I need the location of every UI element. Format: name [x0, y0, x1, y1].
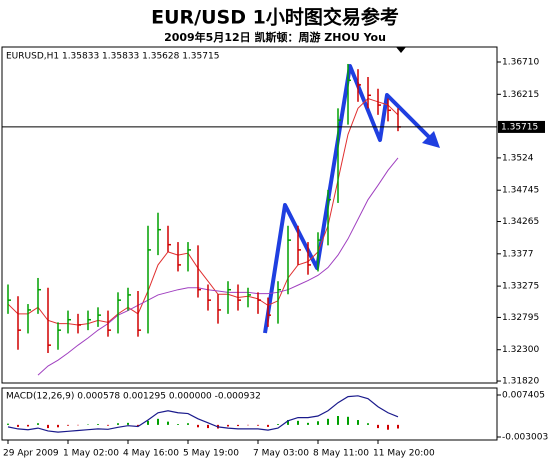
y-tick-label: 1.31820	[502, 377, 539, 387]
moving-average	[7, 97, 399, 326]
x-tick-label: 5 May 19:00	[183, 449, 239, 459]
y-tick-label: 1.34745	[502, 186, 539, 196]
y-tick-label: -0.003003	[502, 432, 548, 442]
x-tick-label: 11 May 20:00	[373, 449, 435, 459]
macd-panel	[1, 387, 498, 441]
y-tick-label: 1.34265	[502, 217, 539, 227]
y-tick-label: 0.007405	[502, 390, 545, 400]
chart-subtitle: 2009年5月12日 凯斯顿：周游 ZHOU You	[164, 30, 386, 44]
y-tick-label: 1.3524	[502, 153, 534, 163]
x-tick-label: 29 Apr 2009	[3, 449, 59, 459]
x-tick-label: 4 May 16:00	[123, 449, 179, 459]
x-tick-label: 8 May 11:00	[313, 449, 369, 459]
x-tick-label: 7 May 03:00	[253, 449, 309, 459]
y-tick-label: 1.32300	[502, 345, 539, 355]
chart-title: EUR/USD 1小时图交易参考	[151, 6, 399, 29]
y-tick-label: 1.32795	[502, 313, 539, 323]
shift-marker	[396, 47, 406, 53]
arrow-head	[422, 131, 440, 148]
y-tick-label: 1.36710	[502, 58, 539, 68]
price-label: EURUSD,H1 1.35833 1.35833 1.35628 1.3571…	[6, 52, 219, 62]
trend-annotation	[263, 64, 434, 334]
price-panel	[1, 46, 498, 384]
y-tick-label: 1.33275	[502, 282, 539, 292]
y-tick-label: 1.3377	[502, 249, 534, 259]
moving-average	[37, 157, 399, 376]
y-tick-label: 1.36215	[502, 90, 539, 100]
x-tick-label: 1 May 02:00	[63, 449, 119, 459]
macd-label: MACD(12,26,9) 0.000578 0.001295 0.000000…	[6, 392, 261, 402]
current-price-label: 1.35715	[501, 122, 538, 132]
macd-line	[7, 395, 399, 433]
current-price-box	[498, 120, 545, 133]
